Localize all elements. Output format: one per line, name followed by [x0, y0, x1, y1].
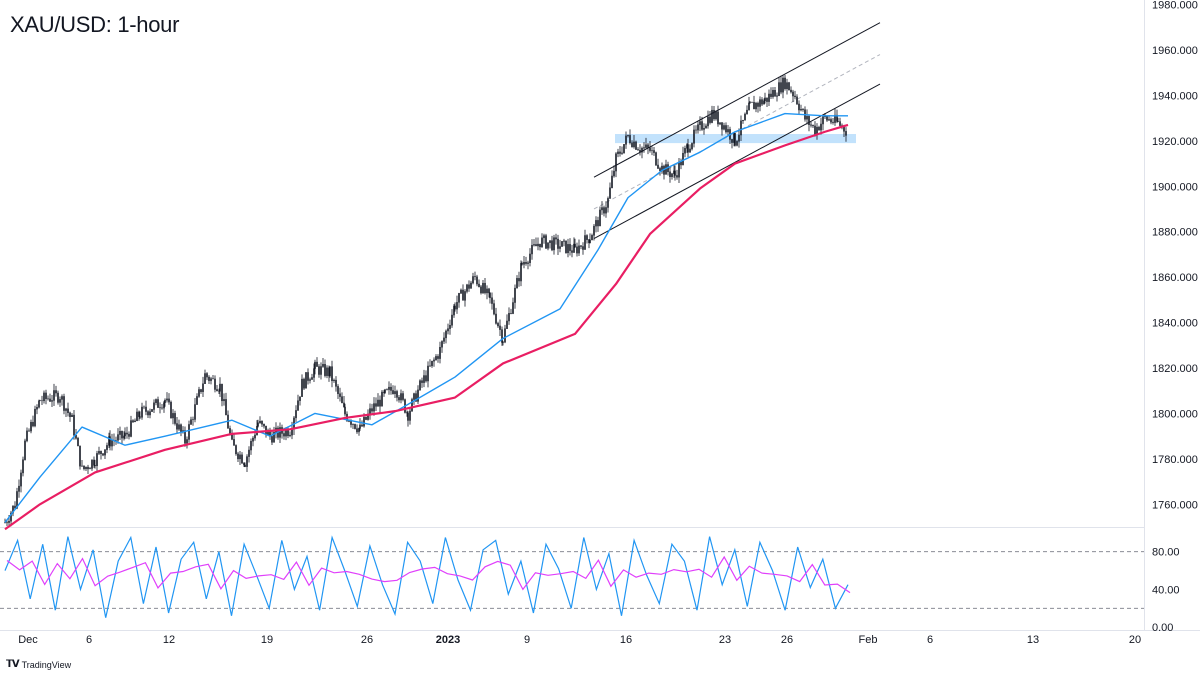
- moving-average-fast-line[interactable]: [4, 112, 848, 523]
- tradingview-logo-icon: 𝗧𝗩: [6, 659, 20, 670]
- time-axis-tick-label: 20: [1129, 634, 1141, 646]
- price-axis-border: [1144, 0, 1145, 630]
- osc-axis-tick-label: 80.00: [1152, 547, 1180, 559]
- time-axis-tick-label: 12: [163, 634, 175, 646]
- price-axis-tick-label: 1880.000: [1152, 227, 1198, 239]
- time-axis-tick-label: 23: [719, 634, 731, 646]
- channel-lower-line[interactable]: [593, 83, 881, 239]
- osc-axis-tick-label: 40.00: [1152, 584, 1180, 596]
- time-axis-tick-label: 16: [620, 634, 632, 646]
- channel-upper-line[interactable]: [593, 22, 881, 178]
- brand-label: TradingView: [21, 659, 72, 670]
- time-axis-tick-label: Dec: [18, 634, 38, 646]
- time-axis-tick-label: 6: [927, 634, 933, 646]
- osc-axis-tick-label: 0.00: [1152, 622, 1173, 634]
- time-axis-tick-label: 26: [361, 634, 373, 646]
- price-axis-tick-label: 1820.000: [1152, 363, 1198, 375]
- price-axis-tick-label: 1940.000: [1152, 90, 1198, 102]
- price-axis-tick-label: 1900.000: [1152, 181, 1198, 193]
- price-axis-tick-label: 1760.000: [1152, 499, 1198, 511]
- stochastic-d-line[interactable]: [6, 555, 851, 594]
- price-axis-tick-label: 1960.000: [1152, 45, 1198, 57]
- price-axis-tick-label: 1920.000: [1152, 136, 1198, 148]
- time-axis-border: [0, 630, 1200, 631]
- time-axis-tick-label: 19: [261, 634, 273, 646]
- time-axis-tick-label: Feb: [859, 634, 878, 646]
- time-axis-tick-label: 2023: [436, 634, 460, 646]
- time-axis-tick-label: 13: [1027, 634, 1039, 646]
- chart-title: XAU/USD: 1-hour: [10, 12, 180, 37]
- price-axis-tick-label: 1800.000: [1152, 408, 1198, 420]
- stochastic-k-line[interactable]: [4, 535, 849, 618]
- time-axis-tick-label: 26: [781, 634, 793, 646]
- moving-average-slow-line[interactable]: [4, 123, 849, 531]
- price-axis-tick-label: 1780.000: [1152, 454, 1198, 466]
- time-axis-tick-label: 6: [86, 634, 92, 646]
- price-pane-bottom-border: [0, 527, 1144, 528]
- time-axis-tick-label: 9: [524, 634, 530, 646]
- tradingview-brand[interactable]: 𝗧𝗩 TradingView: [6, 659, 71, 670]
- price-axis-tick-label: 1840.000: [1152, 318, 1198, 330]
- price-axis-tick-label: 1860.000: [1152, 272, 1198, 284]
- price-axis-tick-label: 1980.000: [1152, 0, 1198, 12]
